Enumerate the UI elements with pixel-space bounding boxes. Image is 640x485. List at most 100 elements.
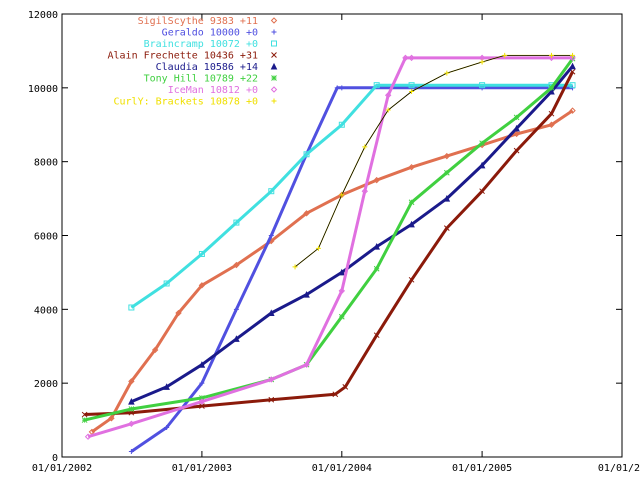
data-point: [385, 107, 391, 113]
data-point: [373, 332, 380, 339]
data-point: [163, 383, 170, 390]
data-point: [513, 124, 520, 132]
data-point: [408, 199, 415, 206]
data-point: [408, 163, 415, 171]
legend-label: SigilScythe 9383 +11: [138, 16, 258, 27]
data-point: [569, 82, 576, 89]
data-point: [443, 225, 450, 231]
series-group: [81, 52, 576, 454]
data-point: [384, 92, 392, 99]
y-tick-label: 0: [52, 453, 58, 464]
x-tick-label: 01/01/2003: [172, 463, 232, 474]
y-tick-label: 4000: [34, 305, 58, 316]
legend-marker: [271, 29, 277, 35]
data-point: [198, 282, 206, 289]
y-tick-label: 10000: [28, 84, 58, 95]
data-point: [479, 82, 486, 89]
data-point: [479, 140, 485, 147]
data-point: [81, 411, 88, 418]
data-point: [513, 114, 520, 121]
data-point: [164, 424, 170, 430]
data-point: [548, 52, 554, 58]
series-tony-hill: [81, 55, 576, 423]
data-point: [303, 290, 310, 298]
data-point: [303, 210, 310, 217]
data-point: [548, 54, 555, 62]
data-point: [443, 169, 450, 176]
data-point: [198, 250, 205, 257]
x-tick-label: 01/01/20: [598, 463, 640, 474]
series-line: [87, 56, 573, 439]
legend-label: Geraldo 10000 +0: [162, 28, 258, 39]
series-iceman: [84, 54, 576, 440]
y-tick-label: 8000: [34, 158, 58, 169]
data-point: [408, 54, 415, 62]
data-point: [198, 361, 206, 368]
data-point: [175, 309, 182, 317]
data-point: [268, 396, 275, 403]
data-point: [548, 121, 555, 128]
legend-label: Claudia 10586 +14: [156, 62, 258, 73]
data-point: [443, 152, 451, 160]
data-point: [408, 220, 415, 228]
data-point: [128, 406, 135, 412]
data-point: [513, 147, 520, 154]
data-point: [362, 144, 368, 150]
data-point: [513, 130, 520, 138]
legend-label: Tony Hill 10789 +22: [144, 74, 258, 85]
series-line: [84, 71, 574, 416]
data-point: [479, 59, 485, 65]
data-point: [373, 82, 380, 89]
data-point: [502, 52, 508, 58]
legend-marker: [271, 98, 277, 104]
data-point: [332, 391, 339, 398]
data-point: [315, 245, 321, 251]
data-point: [339, 85, 345, 91]
data-point: [373, 176, 380, 184]
axes-group: 0 2000 4000 6000 8000 10000 12000 01/01/2002 01/…: [28, 10, 640, 474]
y-tick-label: 2000: [34, 379, 58, 390]
data-point: [233, 219, 240, 226]
data-point: [292, 264, 298, 270]
y-tick-label: 6000: [34, 232, 58, 243]
legend-marker: [270, 86, 278, 93]
data-point: [233, 261, 240, 269]
data-point: [339, 192, 345, 198]
data-point: [81, 417, 88, 423]
legend-label: IceMan 10812 +0: [168, 85, 258, 96]
data-point: [199, 395, 205, 401]
series-line: [130, 65, 574, 403]
series-line: [91, 109, 574, 434]
data-point: [199, 380, 205, 386]
data-point: [233, 335, 240, 342]
data-point: [338, 121, 345, 128]
series-braincramp: [128, 82, 576, 311]
data-point: [373, 242, 380, 250]
x-tick-label: 01/01/2004: [312, 463, 372, 474]
data-point: [548, 87, 555, 95]
data-point: [268, 188, 275, 195]
data-point: [268, 233, 274, 238]
data-point: [128, 378, 135, 385]
data-point: [479, 188, 485, 195]
data-point: [443, 194, 451, 202]
data-point: [128, 304, 135, 311]
data-point: [303, 151, 310, 158]
data-point: [569, 62, 576, 70]
legend-marker: [271, 75, 277, 81]
data-point: [334, 85, 340, 91]
data-point: [402, 54, 409, 62]
data-point: [408, 276, 415, 283]
data-point: [342, 384, 349, 390]
data-point: [84, 433, 92, 440]
data-point: [151, 346, 159, 354]
data-point: [408, 82, 415, 89]
series-line: [130, 83, 573, 309]
data-point: [361, 187, 369, 195]
data-point: [128, 448, 134, 454]
data-point: [199, 403, 205, 409]
data-point: [233, 306, 239, 312]
legend-marker: [270, 62, 278, 70]
